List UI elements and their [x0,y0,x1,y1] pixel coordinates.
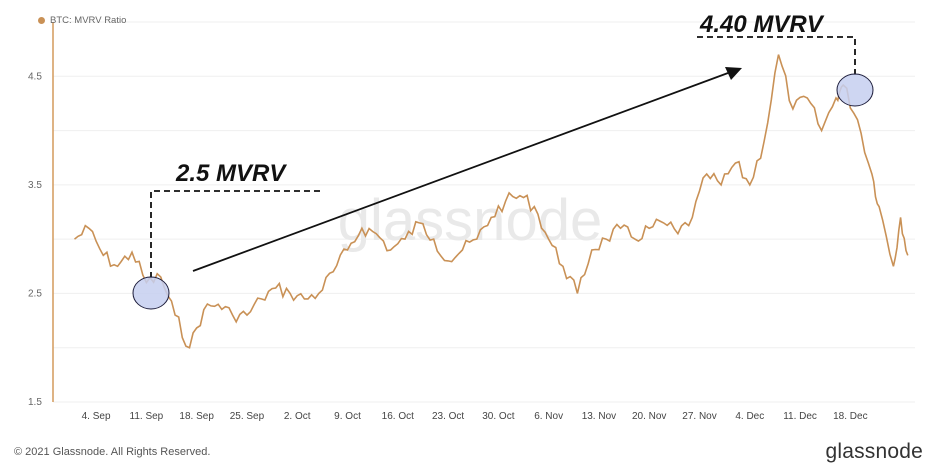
x-tick-label: 6. Nov [534,411,563,422]
annotation-low-bracket [150,190,322,278]
x-tick-label: 23. Oct [432,411,464,422]
x-tick-label: 25. Sep [230,411,265,422]
y-tick-label: 3.5 [28,180,42,191]
trend-arrow [192,67,742,272]
annotation-low: 2.5 MVRV [132,160,322,310]
series-line-mvrv [74,54,909,349]
x-tick-label: 9. Oct [334,411,361,422]
y-tick-label: 4.5 [28,71,42,82]
x-tick-label: 27. Nov [682,411,716,422]
legend: BTC: MVRV Ratio [38,15,126,26]
watermark: glassnode [338,188,602,253]
y-axis-ticks: 1.5 2.5 3.5 4.5 [28,71,42,408]
x-tick-label: 11. Sep [130,411,164,422]
footer-copyright: © 2021 Glassnode. All Rights Reserved. [14,446,211,458]
grid-lines [53,21,915,403]
x-tick-label: 30. Oct [482,411,514,422]
x-tick-label: 4. Dec [735,411,764,422]
footer-brand-logo: glassnode [825,440,923,463]
x-tick-label: 18. Dec [833,411,867,422]
annotation-high: 4.40 MVRV [697,11,874,107]
y-tick-label: 2.5 [28,288,42,299]
annotation-low-marker [132,276,170,310]
legend-label: BTC: MVRV Ratio [50,15,127,26]
annotation-high-marker [836,73,874,107]
x-axis-ticks: 4. Sep 11. Sep 18. Sep 25. Sep 2. Oct 9. Oct 1… [82,411,868,422]
x-tick-label: 20. Nov [632,411,666,422]
x-tick-label: 2. Oct [284,411,311,422]
y-tick-label: 1.5 [28,397,42,408]
x-tick-label: 13. Nov [582,411,616,422]
x-tick-label: 11. Dec [783,411,817,422]
legend-dot [38,17,45,24]
x-tick-label: 18. Sep [179,411,214,422]
x-tick-label: 4. Sep [82,411,111,422]
x-tick-label: 16. Oct [382,411,414,422]
annotation-high-label: 4.40 MVRV [699,11,825,38]
annotation-low-label: 2.5 MVRV [175,160,287,187]
annotation-high-bracket [697,36,856,75]
